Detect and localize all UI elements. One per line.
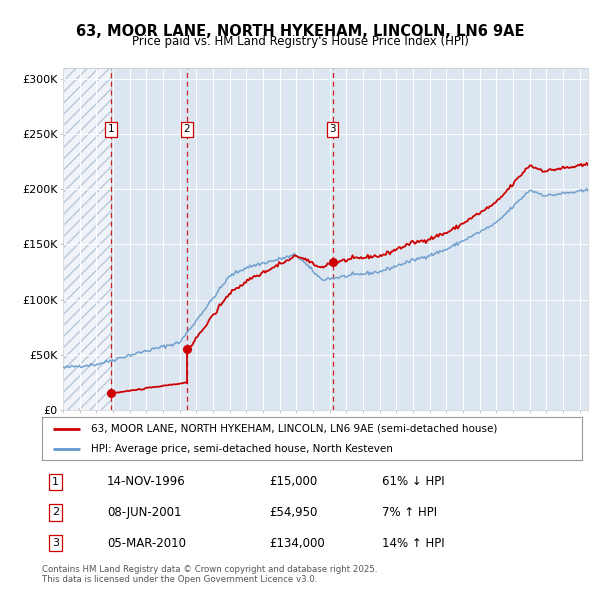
Text: 2: 2 (184, 124, 190, 135)
Text: 63, MOOR LANE, NORTH HYKEHAM, LINCOLN, LN6 9AE: 63, MOOR LANE, NORTH HYKEHAM, LINCOLN, L… (76, 24, 524, 38)
Bar (63, 68, 111, 410)
Text: 1: 1 (52, 477, 59, 487)
Text: 7% ↑ HPI: 7% ↑ HPI (382, 506, 437, 519)
Text: 14-NOV-1996: 14-NOV-1996 (107, 475, 185, 488)
Text: 61% ↓ HPI: 61% ↓ HPI (382, 475, 445, 488)
Text: Contains HM Land Registry data © Crown copyright and database right 2025.
This d: Contains HM Land Registry data © Crown c… (42, 565, 377, 584)
Bar (63, 68, 111, 410)
Text: 3: 3 (329, 124, 336, 135)
Text: 05-MAR-2010: 05-MAR-2010 (107, 537, 186, 550)
Text: 1: 1 (107, 124, 114, 135)
Text: 63, MOOR LANE, NORTH HYKEHAM, LINCOLN, LN6 9AE (semi-detached house): 63, MOOR LANE, NORTH HYKEHAM, LINCOLN, L… (91, 424, 497, 434)
Text: 3: 3 (52, 538, 59, 548)
Text: £15,000: £15,000 (269, 475, 317, 488)
Text: Price paid vs. HM Land Registry's House Price Index (HPI): Price paid vs. HM Land Registry's House … (131, 35, 469, 48)
Text: 2: 2 (52, 507, 59, 517)
Text: £134,000: £134,000 (269, 537, 325, 550)
Text: £54,950: £54,950 (269, 506, 317, 519)
Text: 08-JUN-2001: 08-JUN-2001 (107, 506, 181, 519)
Text: 14% ↑ HPI: 14% ↑ HPI (382, 537, 445, 550)
Text: HPI: Average price, semi-detached house, North Kesteven: HPI: Average price, semi-detached house,… (91, 444, 392, 454)
